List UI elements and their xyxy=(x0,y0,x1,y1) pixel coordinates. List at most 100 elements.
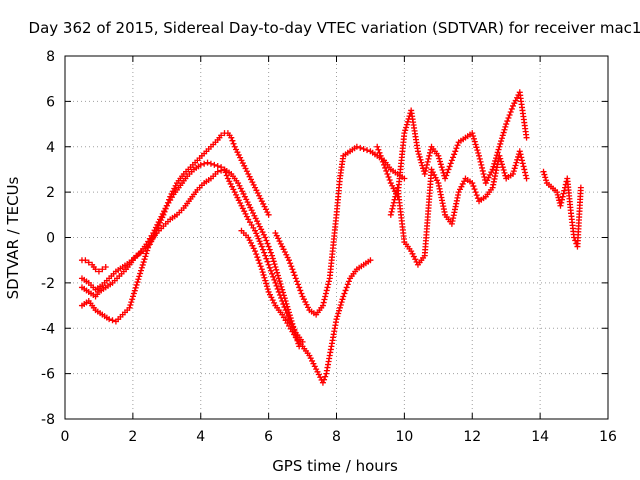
x-tick-label: 6 xyxy=(264,429,273,445)
data-point xyxy=(389,205,396,212)
data-point xyxy=(450,154,457,161)
data-point xyxy=(255,257,262,264)
data-point xyxy=(285,257,292,264)
data-point xyxy=(218,167,225,174)
data-point xyxy=(161,208,168,215)
data-point xyxy=(559,193,566,200)
data-point xyxy=(140,259,147,266)
data-point xyxy=(322,373,329,380)
data-point xyxy=(135,276,142,283)
data-point xyxy=(137,267,144,274)
data-point xyxy=(421,170,428,177)
data-point xyxy=(500,129,507,136)
data-point xyxy=(469,130,476,137)
data-point xyxy=(435,152,442,159)
data-point xyxy=(517,151,524,158)
data-point xyxy=(259,269,266,276)
data-point xyxy=(422,167,429,174)
data-point xyxy=(126,304,133,311)
data-point xyxy=(82,257,89,264)
data-point xyxy=(279,286,286,293)
data-point xyxy=(439,167,446,174)
data-point xyxy=(442,175,449,182)
data-point xyxy=(267,267,274,274)
data-point xyxy=(383,167,390,174)
data-point xyxy=(338,299,345,306)
data-point xyxy=(519,160,526,167)
data-point xyxy=(319,379,326,386)
data-point xyxy=(345,278,352,285)
data-point xyxy=(418,159,425,166)
data-point xyxy=(257,263,264,270)
data-point xyxy=(201,160,208,167)
data-point xyxy=(454,142,461,149)
data-point xyxy=(342,287,349,294)
data-point xyxy=(436,155,443,162)
data-point xyxy=(507,108,514,115)
data-point xyxy=(214,163,221,170)
data-point xyxy=(453,145,460,152)
data-point xyxy=(447,160,454,167)
data-point xyxy=(505,115,512,122)
data-point xyxy=(270,258,277,265)
data-point xyxy=(341,290,348,297)
data-point xyxy=(269,270,276,277)
data-point xyxy=(498,158,505,165)
data-point xyxy=(509,170,516,177)
data-point xyxy=(416,153,423,160)
y-tick-label: 8 xyxy=(46,49,55,65)
data-point xyxy=(138,264,145,271)
data-point xyxy=(274,272,281,279)
data-point xyxy=(498,161,505,168)
data-point xyxy=(324,284,331,291)
data-point xyxy=(500,167,507,174)
data-point xyxy=(425,155,432,162)
data-point xyxy=(519,157,526,164)
data-point xyxy=(280,292,287,299)
data-point xyxy=(387,211,394,218)
data-point xyxy=(263,255,270,262)
data-point xyxy=(333,316,340,323)
data-point xyxy=(473,144,480,151)
data-point xyxy=(374,143,381,150)
data-point xyxy=(256,260,263,267)
x-tick-label: 14 xyxy=(531,429,549,445)
data-point xyxy=(273,266,280,273)
data-point xyxy=(258,243,265,250)
data-point xyxy=(474,147,481,154)
y-tick-label: 2 xyxy=(46,185,55,201)
data-point xyxy=(494,149,501,156)
data-point xyxy=(512,162,519,169)
data-point xyxy=(437,161,444,168)
chart-title: Day 362 of 2015, Sidereal Day-to-day VTE… xyxy=(29,19,640,37)
data-point xyxy=(145,244,152,251)
data-point xyxy=(283,300,290,307)
data-point xyxy=(263,283,270,290)
data-point xyxy=(218,132,225,139)
data-point xyxy=(541,171,548,178)
data-point xyxy=(229,137,236,144)
data-point xyxy=(292,275,299,282)
data-point xyxy=(274,269,281,276)
data-point xyxy=(282,298,289,305)
data-point xyxy=(495,146,502,153)
data-point xyxy=(452,148,459,155)
data-point xyxy=(85,259,92,266)
data-point xyxy=(320,299,327,306)
data-point xyxy=(336,304,343,311)
data-point xyxy=(423,164,430,171)
data-point xyxy=(377,152,384,159)
data-point xyxy=(479,164,486,171)
data-point xyxy=(132,284,139,291)
data-point xyxy=(290,269,297,276)
data-point xyxy=(337,301,344,308)
data-point xyxy=(339,296,346,303)
data-point xyxy=(446,163,453,170)
data-point xyxy=(448,157,455,164)
data-point xyxy=(353,143,360,150)
data-point xyxy=(489,166,496,173)
data-point xyxy=(476,152,483,159)
data-point xyxy=(491,160,498,167)
data-point xyxy=(542,174,549,181)
data-point xyxy=(522,172,529,179)
